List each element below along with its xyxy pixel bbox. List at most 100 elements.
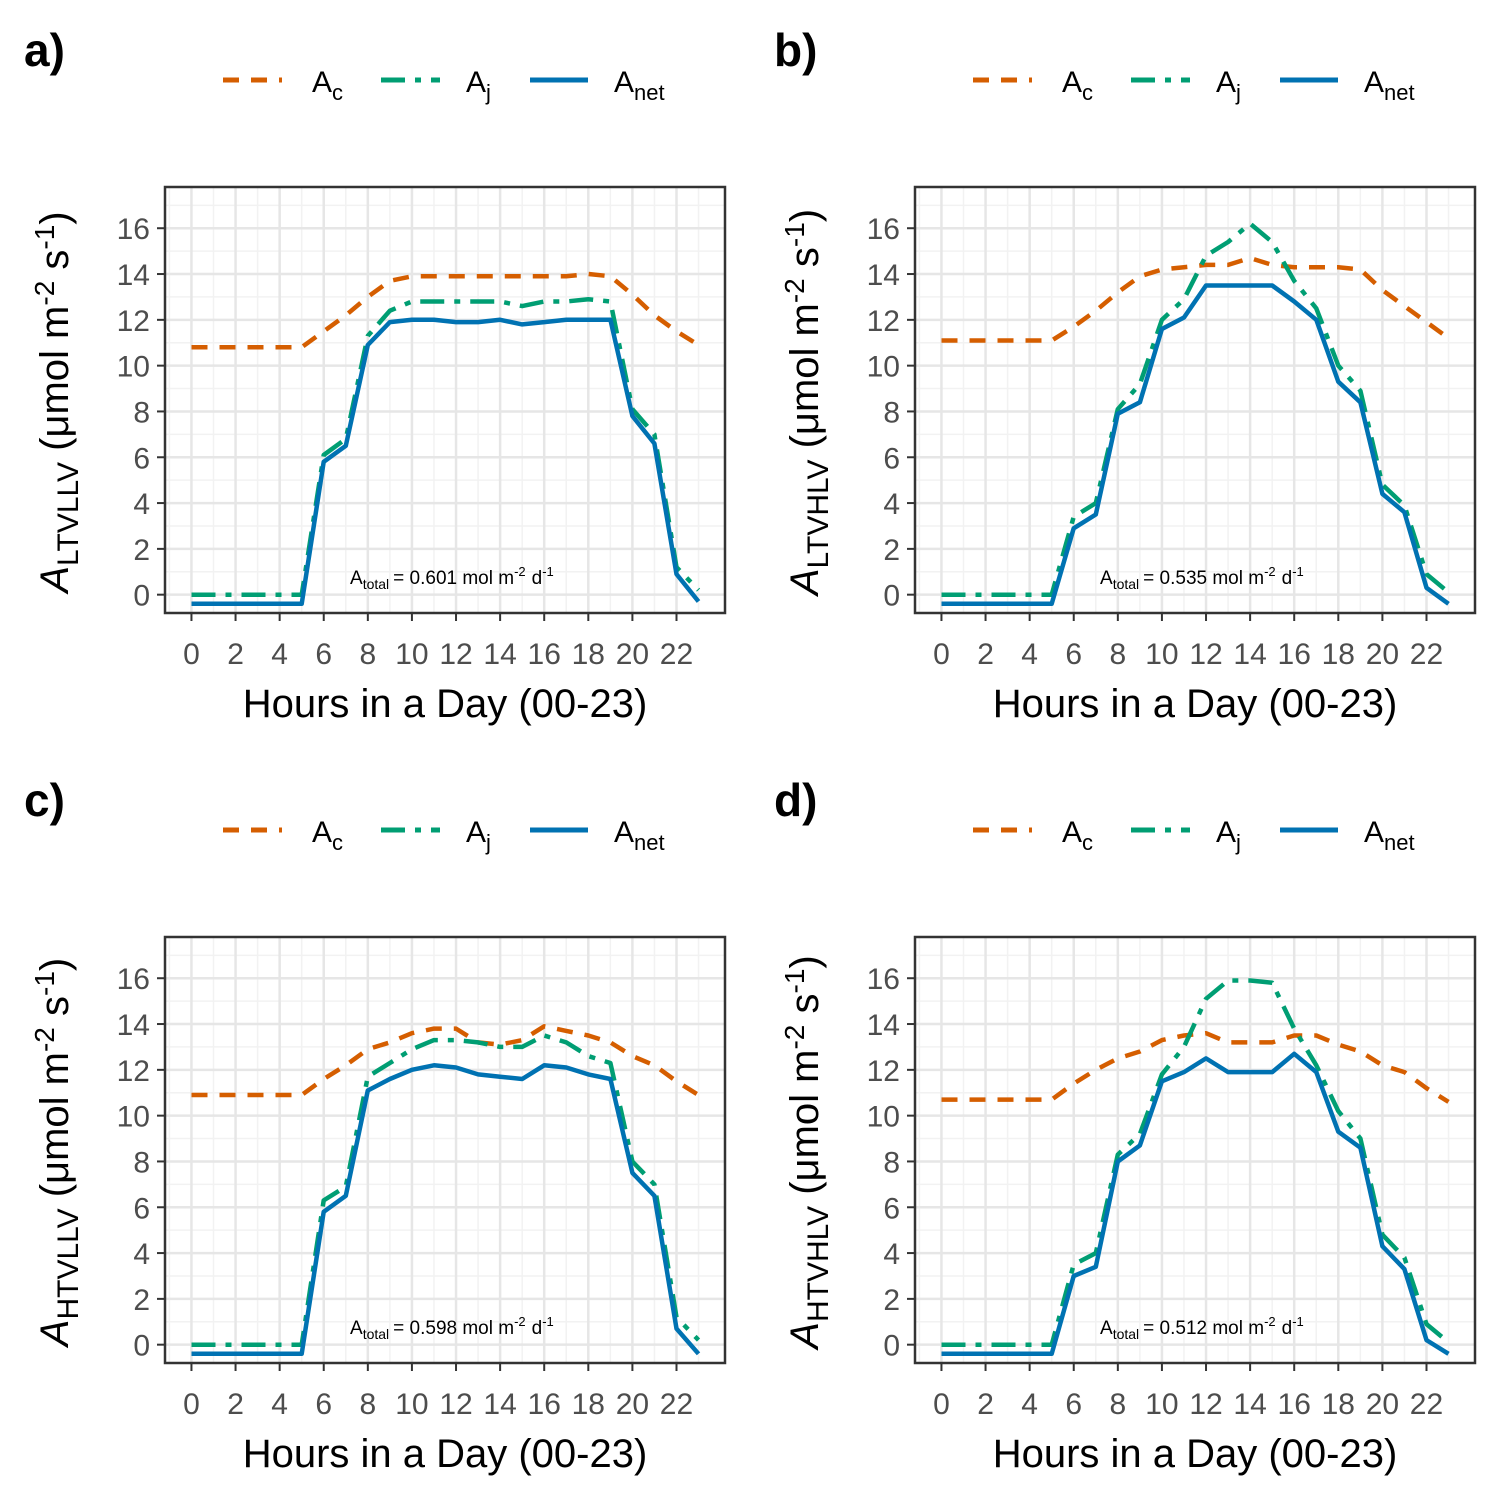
x-tick-label: 14 bbox=[483, 1388, 516, 1421]
annotation-sup: -2 bbox=[514, 1314, 526, 1329]
y-axis-label-sup: -1 bbox=[29, 225, 60, 250]
panel-label: d) bbox=[774, 774, 817, 826]
y-tick-label: 4 bbox=[133, 488, 150, 521]
x-tick-label: 4 bbox=[1021, 1388, 1038, 1421]
annotation-sup: -2 bbox=[1264, 564, 1276, 579]
legend-label-sub: j bbox=[485, 80, 491, 105]
annotation-unit: d bbox=[1282, 1318, 1293, 1339]
y-axis-label-sub: LTVHLV bbox=[802, 460, 835, 569]
legend-label-anet: Anet bbox=[614, 816, 665, 855]
x-tick-label: 16 bbox=[1278, 638, 1311, 671]
y-axis-label-sup: -1 bbox=[779, 969, 810, 994]
annotation-sub: total bbox=[363, 576, 389, 592]
y-tick-label: 10 bbox=[117, 351, 150, 384]
legend: Ac Aj Anet bbox=[223, 66, 665, 105]
x-tick-label: 2 bbox=[227, 638, 244, 671]
y-tick-label: 8 bbox=[883, 1146, 900, 1179]
series-line-anet bbox=[941, 283, 1450, 607]
legend-label-base: A bbox=[1364, 816, 1384, 849]
annotation-value: = 0.601 mol m bbox=[393, 568, 514, 589]
y-tick-label: 0 bbox=[133, 1330, 150, 1363]
x-tick-label: 2 bbox=[977, 638, 994, 671]
y-axis-label-sup: -2 bbox=[779, 1025, 810, 1050]
annotation-sup: -2 bbox=[514, 564, 526, 579]
x-tick-label: 0 bbox=[183, 638, 200, 671]
x-tick-label: 14 bbox=[483, 638, 516, 671]
annotation-base: A bbox=[350, 1318, 363, 1339]
x-axis-label: Hours in a Day (00-23) bbox=[993, 1432, 1398, 1476]
annotation-unit: d bbox=[532, 1318, 543, 1339]
legend: Ac Aj Anet bbox=[973, 66, 1415, 105]
x-axis-label: Hours in a Day (00-23) bbox=[993, 682, 1398, 726]
series-line-aj bbox=[191, 1033, 701, 1347]
legend-label-aj: Aj bbox=[466, 66, 491, 105]
annotation-sup: -1 bbox=[542, 564, 554, 579]
grid bbox=[165, 187, 725, 613]
grid bbox=[165, 937, 725, 1363]
legend-label-base: A bbox=[1364, 66, 1384, 99]
x-tick-label: 20 bbox=[616, 1388, 649, 1421]
annotation-unit: d bbox=[532, 568, 543, 589]
x-tick-label: 0 bbox=[933, 638, 950, 671]
annotation-total: Atotal = 0.601 mol m-2 d-1 bbox=[350, 564, 554, 592]
y-tick-label: 0 bbox=[133, 580, 150, 613]
y-tick-label: 2 bbox=[883, 534, 900, 567]
x-tick-label: 20 bbox=[616, 638, 649, 671]
legend: Ac Aj Anet bbox=[223, 816, 665, 855]
x-tick-label: 0 bbox=[183, 1388, 200, 1421]
y-tick-label: 14 bbox=[867, 259, 900, 292]
y-tick-label: 10 bbox=[867, 351, 900, 384]
x-tick-label: 18 bbox=[572, 638, 605, 671]
y-axis-label-base: A bbox=[783, 568, 827, 597]
x-tick-label: 12 bbox=[439, 638, 472, 671]
y-axis-label-unit: s bbox=[783, 994, 827, 1025]
annotation-total: Atotal = 0.535 mol m-2 d-1 bbox=[1100, 564, 1304, 592]
x-tick-label: 0 bbox=[933, 1388, 950, 1421]
legend-label-sub: j bbox=[485, 830, 491, 855]
y-axis-label-unit: s bbox=[33, 996, 77, 1027]
legend-label-base: A bbox=[1062, 816, 1082, 849]
series-line-aj bbox=[191, 296, 701, 597]
annotation-total: Atotal = 0.598 mol m-2 d-1 bbox=[350, 1314, 554, 1342]
annotation-value: = 0.512 mol m bbox=[1143, 1318, 1264, 1339]
legend-label-base: A bbox=[614, 66, 634, 99]
annotation-sup: -1 bbox=[1292, 1314, 1304, 1329]
legend-label-anet: Anet bbox=[614, 66, 665, 105]
annotation-value: = 0.598 mol m bbox=[393, 1318, 514, 1339]
legend-label-sub: c bbox=[332, 830, 343, 855]
series-line-ac bbox=[191, 1024, 700, 1098]
plot-border bbox=[163, 935, 727, 1365]
x-tick-label: 18 bbox=[1322, 638, 1355, 671]
annotation-sub: total bbox=[363, 1326, 389, 1342]
x-tick-label: 12 bbox=[1189, 638, 1222, 671]
series-line-ac bbox=[941, 255, 1450, 343]
x-tick-label: 20 bbox=[1366, 638, 1399, 671]
y-axis-label-sub: LTVLLV bbox=[52, 462, 85, 566]
x-tick-label: 12 bbox=[439, 1388, 472, 1421]
y-tick-label: 6 bbox=[883, 442, 900, 475]
y-axis-label-base: A bbox=[33, 566, 77, 595]
legend-label-ac: Ac bbox=[312, 66, 343, 105]
legend-label-base: A bbox=[312, 66, 332, 99]
y-axis-label-unit: ) bbox=[783, 955, 827, 968]
legend-label-sub: c bbox=[1082, 80, 1093, 105]
x-tick-label: 6 bbox=[315, 1388, 332, 1421]
annotation-base: A bbox=[1100, 1318, 1113, 1339]
annotation-unit: d bbox=[1282, 568, 1293, 589]
y-tick-label: 12 bbox=[117, 305, 150, 338]
y-axis-label-sup: -1 bbox=[29, 971, 60, 996]
y-tick-label: 6 bbox=[133, 1192, 150, 1225]
y-axis-label: AHTVLLV (μmol m-2 s-1) bbox=[29, 958, 85, 1348]
series-line-ac bbox=[191, 271, 700, 350]
y-tick-label: 14 bbox=[117, 1009, 150, 1042]
annotation-sub: total bbox=[1113, 1326, 1139, 1342]
plot-border bbox=[163, 185, 727, 615]
x-tick-label: 14 bbox=[1233, 1388, 1266, 1421]
y-tick-label: 16 bbox=[117, 963, 150, 996]
x-tick-label: 10 bbox=[1145, 638, 1178, 671]
